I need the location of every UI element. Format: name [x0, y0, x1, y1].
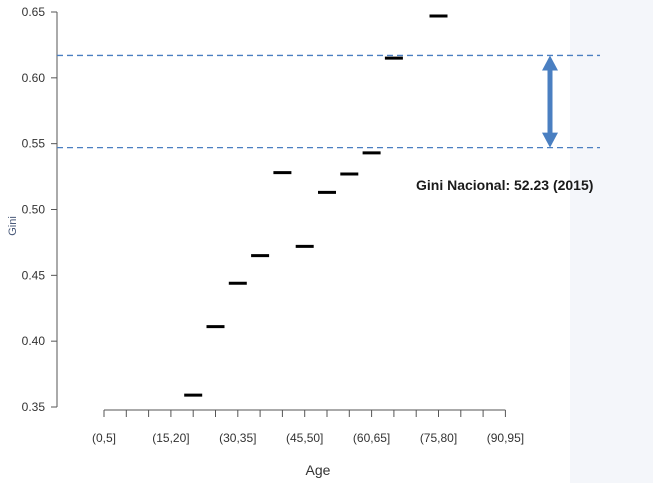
y-tick-label: 0.40	[22, 334, 46, 348]
x-tick-label: (45,50]	[286, 431, 323, 445]
x-tick-label: (30,35]	[219, 431, 256, 445]
national-gini-annotation: Gini Nacional: 52.23 (2015)	[416, 177, 593, 193]
x-tick-label: (75,80]	[420, 431, 457, 445]
x-tick-label: (0,5]	[92, 431, 116, 445]
x-axis: (0,5] (15,20] (30,35] (45,50] (60,65] (75,80]…	[92, 409, 524, 445]
x-tick-label: (90,95]	[487, 431, 524, 445]
side-panel-background	[570, 0, 653, 483]
reference-lines	[57, 54, 600, 149]
y-tick-label: 0.60	[22, 71, 46, 85]
y-tick-label: 0.50	[22, 203, 46, 217]
y-axis-title: Gini	[7, 216, 19, 236]
y-tick-label: 0.65	[22, 5, 46, 19]
gap-arrow	[542, 55, 558, 148]
x-axis-title: Age	[306, 462, 331, 478]
y-tick-label: 0.55	[22, 137, 46, 151]
y-axis: 0.35 0.40 0.45 0.50 0.55 0.60 0.65	[22, 5, 58, 414]
x-tick-label: (15,20]	[152, 431, 189, 445]
data-marks	[184, 14, 448, 397]
x-tick-label: (60,65]	[353, 431, 390, 445]
y-tick-label: 0.35	[22, 400, 46, 414]
arrow-head-down	[542, 132, 558, 148]
arrow-head-up	[542, 55, 558, 71]
y-tick-label: 0.45	[22, 268, 46, 282]
